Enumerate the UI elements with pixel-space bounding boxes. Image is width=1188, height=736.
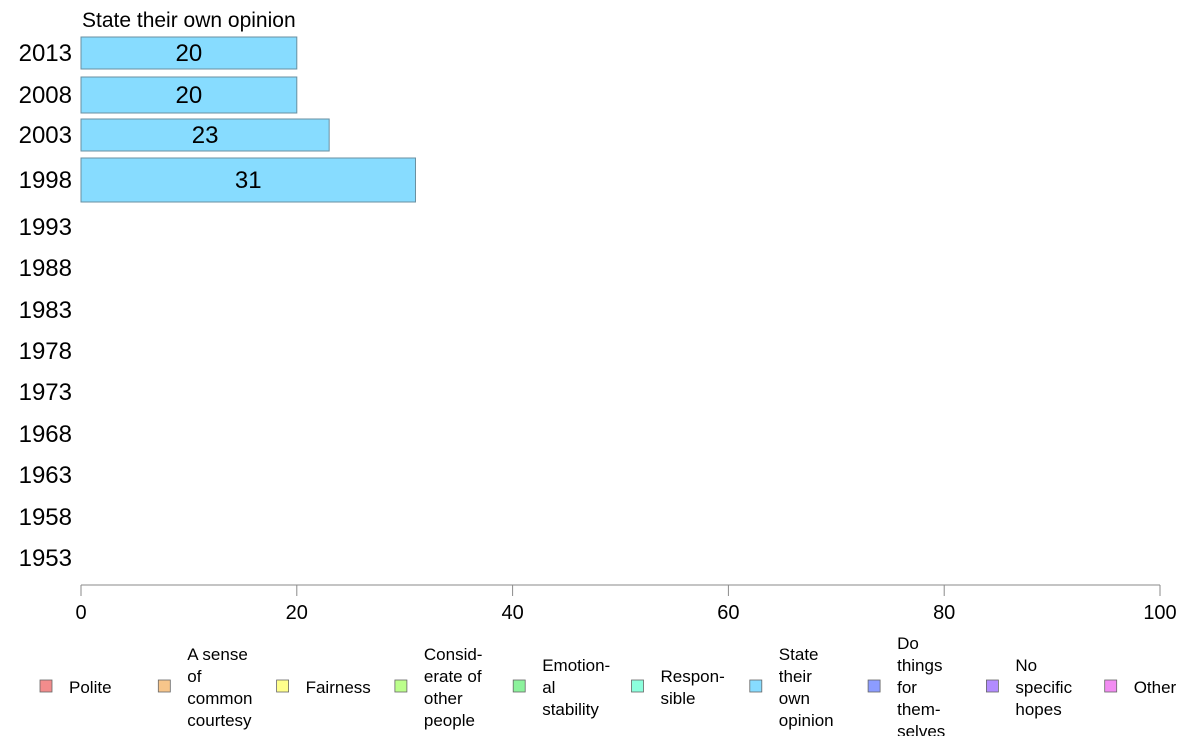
y-tick-label: 1983 — [19, 297, 72, 324]
bar — [80, 36, 298, 70]
legend: Polite A sense of common courtesy Fairness Con… — [39, 634, 1177, 736]
y-tick-label: 2008 — [19, 82, 72, 109]
legend-label: Do things for them-selves — [897, 634, 945, 736]
legend-label: A sense of common courtesy — [187, 645, 252, 730]
legend-label: Other — [1134, 678, 1177, 697]
legend-swatch — [867, 679, 881, 693]
y-tick-label: 1963 — [19, 462, 72, 489]
legend-swatch — [749, 679, 763, 693]
bar-value-label: 23 — [192, 122, 219, 149]
y-tick-label: 2013 — [19, 40, 72, 67]
x-tick-label: 80 — [933, 602, 955, 624]
y-tick-label: 1998 — [19, 167, 72, 194]
y-tick-label: 1993 — [19, 214, 72, 241]
y-tick-label: 2003 — [19, 122, 72, 149]
y-tick-label: 1978 — [19, 338, 72, 365]
y-tick-labels: 2013 2008 2003 1998 1993 1988 1983 1978 1973 1968… — [19, 40, 72, 572]
legend-swatch — [512, 679, 526, 693]
x-tick-label: 60 — [717, 602, 739, 624]
legend-label: Emotion-al stability — [542, 656, 610, 719]
x-tick-label: 100 — [1143, 602, 1176, 624]
legend-label: Fairness — [306, 678, 371, 697]
x-tick-label: 20 — [286, 602, 308, 624]
legend-label: Consid-erate of other people — [424, 645, 483, 730]
bar-value-label: 20 — [176, 82, 203, 109]
legend-swatch — [631, 679, 644, 693]
legend-swatch — [39, 679, 53, 693]
legend-label: Polite — [69, 678, 112, 697]
legend-swatch — [394, 679, 408, 693]
legend-swatch — [986, 679, 999, 693]
legend-swatch — [276, 679, 290, 693]
y-tick-label: 1968 — [19, 421, 72, 448]
x-tick-label: 40 — [501, 602, 523, 624]
y-tick-label: 1958 — [19, 504, 72, 531]
bar-value-label: 20 — [176, 40, 203, 67]
bars: 20 20 23 31 — [80, 36, 416, 203]
bar — [80, 76, 298, 114]
y-tick-label: 1953 — [19, 545, 72, 572]
legend-swatch — [1104, 679, 1118, 693]
legend-swatch — [157, 679, 171, 693]
bar — [80, 157, 416, 203]
y-tick-label: 1988 — [19, 255, 72, 282]
legend-label: No specific hopes — [1015, 656, 1072, 719]
bar-value-label: 31 — [235, 167, 262, 194]
legend-label: Respon-sible — [661, 667, 725, 708]
x-tick-label: 0 — [75, 602, 86, 624]
x-axis: 0 20 40 60 80 100 — [75, 584, 1177, 624]
legend-label: State their own opinion — [779, 645, 834, 730]
bar — [80, 118, 330, 152]
chart-title: State their own opinion — [82, 9, 296, 32]
y-tick-label: 1973 — [19, 379, 72, 406]
